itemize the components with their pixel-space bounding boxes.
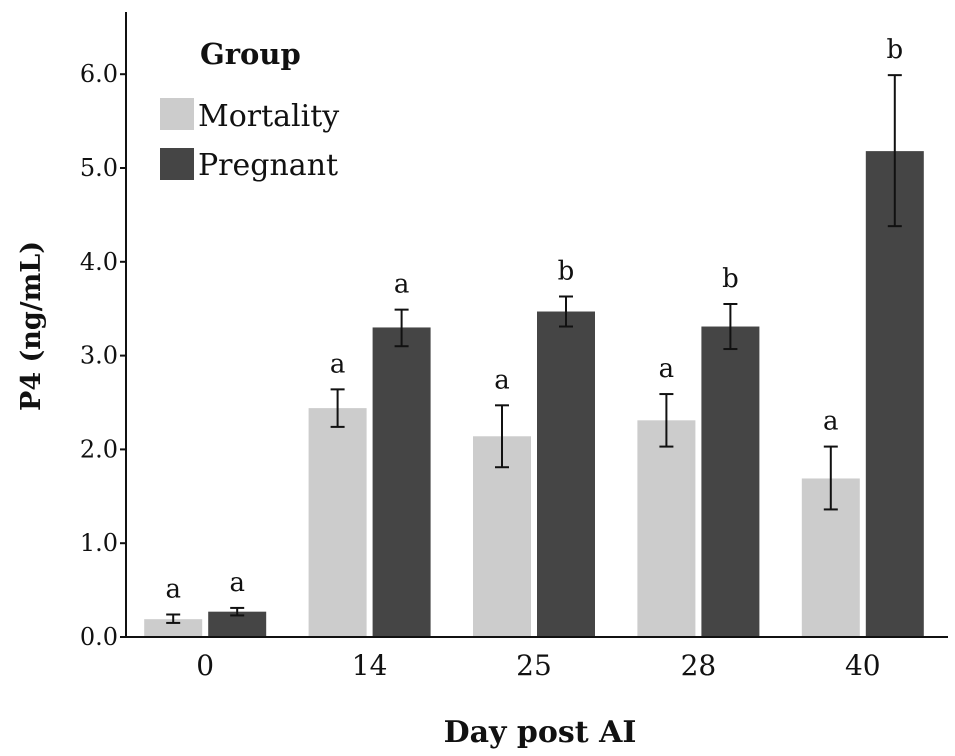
bar-pregnant-25 bbox=[537, 311, 595, 637]
y-tick-label: 1.0 bbox=[80, 529, 118, 557]
legend-label-mortality: Mortality bbox=[198, 99, 339, 134]
x-ticks-layer: 0 14 25 28 40 bbox=[196, 649, 880, 682]
bar-mortality-0 bbox=[144, 619, 203, 637]
y-tick-label: 5.0 bbox=[80, 154, 118, 182]
x-tick-label: 14 bbox=[352, 649, 388, 682]
y-tick-label: 0.0 bbox=[80, 623, 118, 651]
significance-letter: a bbox=[229, 568, 245, 598]
error-bars-layer bbox=[166, 74, 902, 624]
y-tick-label: 4.0 bbox=[80, 248, 118, 276]
significance-letter: a bbox=[823, 407, 839, 437]
y-axis-label: P4 (ng/mL) bbox=[16, 241, 47, 411]
y-ticks-layer: 0.0 1.0 2.0 3.0 4.0 5.0 6.0 bbox=[80, 60, 126, 651]
y-tick-label: 6.0 bbox=[80, 60, 118, 88]
bar-mortality-28 bbox=[637, 420, 696, 637]
significance-letter: a bbox=[394, 270, 410, 300]
significance-letters-layer: a a a a a b a b a b bbox=[165, 35, 903, 604]
legend: Group Mortality Pregnant bbox=[160, 37, 339, 183]
x-tick-label: 0 bbox=[196, 649, 214, 682]
significance-letter: b bbox=[722, 264, 739, 294]
legend-swatch-mortality bbox=[160, 98, 194, 130]
significance-letter: a bbox=[330, 349, 346, 379]
bar-mortality-25 bbox=[473, 436, 531, 637]
bar-pregnant-14 bbox=[372, 327, 431, 637]
legend-swatch-pregnant bbox=[160, 148, 194, 180]
significance-letter: b bbox=[886, 35, 903, 65]
axes-layer bbox=[125, 12, 948, 638]
bar-pregnant-28 bbox=[701, 326, 760, 637]
significance-letter: a bbox=[659, 354, 675, 384]
significance-letter: a bbox=[494, 365, 510, 395]
x-tick-label: 28 bbox=[681, 649, 717, 682]
bars-layer bbox=[144, 151, 924, 637]
y-tick-label: 2.0 bbox=[80, 435, 118, 463]
x-axis-label: Day post AI bbox=[444, 715, 637, 750]
y-tick-label: 3.0 bbox=[80, 342, 118, 370]
bar-pregnant-40 bbox=[865, 151, 924, 637]
x-tick-label: 40 bbox=[845, 649, 881, 682]
bar-mortality-14 bbox=[308, 408, 367, 637]
significance-letter: a bbox=[165, 574, 181, 604]
legend-title: Group bbox=[200, 37, 301, 71]
significance-letter: b bbox=[558, 257, 575, 287]
legend-label-pregnant: Pregnant bbox=[198, 148, 338, 183]
x-tick-label: 25 bbox=[516, 649, 552, 682]
